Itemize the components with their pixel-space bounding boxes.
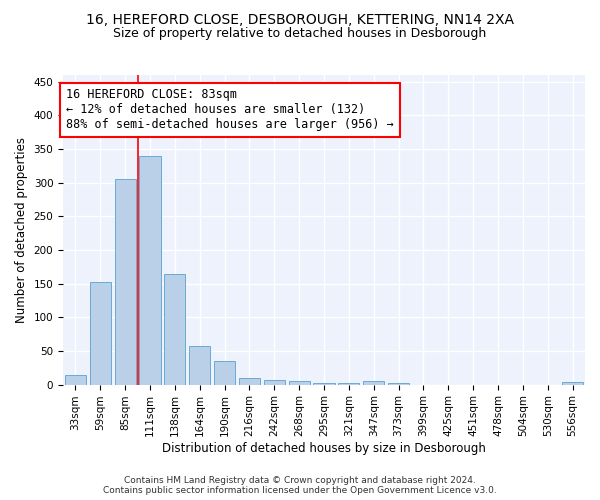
Text: Size of property relative to detached houses in Desborough: Size of property relative to detached ho…: [113, 28, 487, 40]
Bar: [289, 381, 310, 384]
Bar: [313, 382, 335, 384]
Bar: [164, 274, 185, 384]
Bar: [65, 374, 86, 384]
Text: Contains HM Land Registry data © Crown copyright and database right 2024.
Contai: Contains HM Land Registry data © Crown c…: [103, 476, 497, 495]
Bar: [239, 378, 260, 384]
Bar: [90, 282, 111, 385]
Bar: [115, 180, 136, 384]
Bar: [189, 346, 210, 385]
Bar: [363, 381, 384, 384]
X-axis label: Distribution of detached houses by size in Desborough: Distribution of detached houses by size …: [162, 442, 486, 455]
Bar: [139, 156, 161, 384]
Bar: [562, 382, 583, 384]
Text: 16 HEREFORD CLOSE: 83sqm
← 12% of detached houses are smaller (132)
88% of semi-: 16 HEREFORD CLOSE: 83sqm ← 12% of detach…: [66, 88, 394, 132]
Y-axis label: Number of detached properties: Number of detached properties: [15, 137, 28, 323]
Bar: [264, 380, 285, 384]
Bar: [214, 361, 235, 384]
Text: 16, HEREFORD CLOSE, DESBOROUGH, KETTERING, NN14 2XA: 16, HEREFORD CLOSE, DESBOROUGH, KETTERIN…: [86, 12, 514, 26]
